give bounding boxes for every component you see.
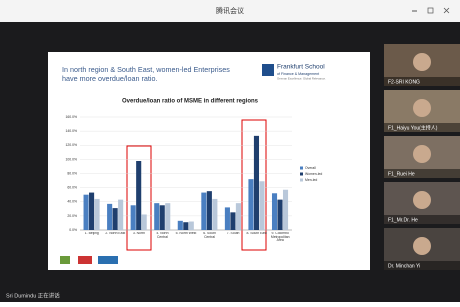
- bar: [201, 193, 206, 230]
- x-tick-label-box: 9. Colombo Metropolitan Area: [268, 232, 292, 246]
- y-tick-label: 40.0%: [67, 200, 77, 204]
- x-tick-label: 1. Beijing: [80, 232, 104, 236]
- bar: [178, 221, 183, 230]
- meeting-window: 腾讯会议 In north region & South East, women…: [0, 0, 460, 302]
- logo-tagline: German Excellence. Global Relevance.: [277, 77, 326, 81]
- x-tick-label: 5. North West: [174, 232, 198, 236]
- bar: [131, 205, 136, 230]
- x-tick-label: 3. North: [127, 232, 151, 236]
- chart-title: Overdue/loan ratio of MSME in different …: [122, 99, 259, 105]
- slide-title: In north region & South East, women-led …: [62, 65, 230, 74]
- footer-logo: [60, 256, 70, 264]
- bar: [236, 203, 241, 230]
- bar: [89, 193, 94, 230]
- participant-face: [413, 99, 431, 117]
- legend-swatch: [300, 179, 303, 182]
- y-tick-label: 20.0%: [67, 214, 77, 218]
- participant-name: F1_Mr.Dr. He: [388, 217, 418, 223]
- y-tick-label: 60.0%: [67, 186, 77, 190]
- bar: [107, 204, 112, 230]
- participant-name: Dr. Minchan Yi: [388, 263, 420, 269]
- x-tick-label: 8. South East: [245, 232, 269, 236]
- bar: [207, 191, 212, 230]
- x-tick-label-box: 2. North East: [104, 232, 128, 246]
- legend-label: Men-led: [305, 178, 317, 182]
- x-tick-label: 4. North Central: [151, 232, 175, 239]
- participant-face: [413, 53, 431, 71]
- y-tick-label: 0.0%: [69, 228, 77, 232]
- slide-title: have more overdue/loan ratio.: [62, 74, 158, 83]
- bar: [272, 193, 277, 230]
- participant-face: [413, 145, 431, 163]
- bar: [160, 205, 165, 230]
- speaker-status: Sri Dumindu 正在讲话: [6, 291, 60, 299]
- bar: [165, 203, 170, 230]
- bar: [84, 195, 89, 230]
- x-tick-label-box: 8. South East: [245, 232, 269, 246]
- x-tick-label-box: 3. North: [127, 232, 151, 246]
- window-title: 腾讯会议: [216, 6, 244, 15]
- bar: [95, 199, 100, 230]
- bar: [183, 222, 188, 230]
- logo-sub: of Finance & Management: [277, 72, 319, 76]
- bar: [225, 207, 230, 230]
- bar: [136, 161, 141, 230]
- x-tick-label-box: 5. North West: [174, 232, 198, 246]
- legend-label: Overall: [305, 166, 316, 170]
- bar: [142, 214, 147, 230]
- participant-face: [413, 237, 431, 255]
- logo-icon: [262, 64, 274, 76]
- y-tick-label: 100.0%: [66, 157, 78, 161]
- x-tick-label-box: 7. South: [221, 232, 245, 246]
- participant-name: F1_Haiyu You(主持人): [388, 124, 438, 131]
- page: 腾讯会议 In north region & South East, women…: [0, 0, 460, 302]
- bar: [259, 181, 264, 230]
- bar: [283, 190, 288, 230]
- legend-label: Women-led: [305, 172, 322, 176]
- bar: [277, 200, 282, 230]
- x-tick-label-box: 1. Beijing: [80, 232, 104, 246]
- footer-logo: [98, 256, 118, 264]
- bar: [113, 208, 118, 230]
- bar: [189, 222, 194, 230]
- bar: [254, 136, 259, 230]
- bar: [248, 179, 253, 230]
- participant-name: F1_Ruei He: [388, 171, 415, 177]
- y-tick-label: 140.0%: [66, 129, 78, 133]
- bar: [154, 203, 159, 230]
- bar: [118, 200, 123, 230]
- legend-swatch: [300, 167, 303, 170]
- x-tick-label-box: 4. North Central: [151, 232, 175, 246]
- legend-swatch: [300, 173, 303, 176]
- y-tick-label: 120.0%: [66, 143, 78, 147]
- participant-panel: F2-SRI KONG F1_Haiyu You(主持人) F1_Ruei He F1…: [384, 44, 460, 270]
- participant-face: [413, 191, 431, 209]
- footer-logo: [78, 256, 92, 264]
- participant-name: F2-SRI KONG: [388, 79, 420, 85]
- x-tick-label: 9. Colombo Metropolitan Area: [268, 232, 292, 243]
- y-tick-label: 80.0%: [67, 171, 77, 175]
- logo-name: Frankfurt School: [277, 64, 325, 71]
- y-tick-label: 160.0%: [66, 115, 78, 119]
- bar: [212, 199, 217, 230]
- bar: [230, 212, 235, 230]
- x-tick-label: 2. North East: [104, 232, 128, 236]
- x-tick-label: 6. South Central: [198, 232, 222, 239]
- x-tick-label: 7. South: [221, 232, 245, 236]
- x-tick-label-box: 6. South Central: [198, 232, 222, 246]
